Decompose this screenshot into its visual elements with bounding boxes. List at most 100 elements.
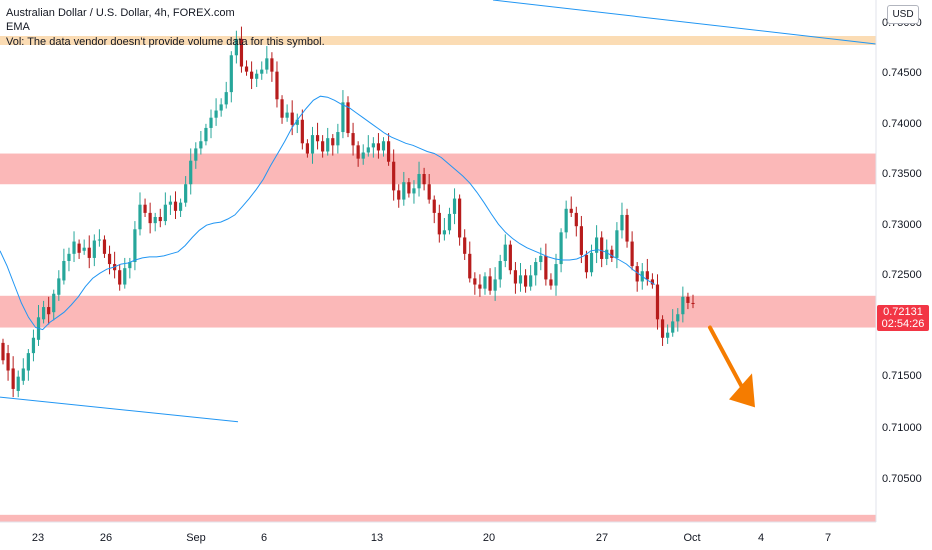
candle-body bbox=[107, 253, 112, 265]
candle-body bbox=[21, 368, 25, 381]
candle-body bbox=[686, 296, 690, 303]
candle-body bbox=[518, 275, 523, 284]
candle-body bbox=[386, 141, 391, 162]
candle-body bbox=[184, 184, 188, 203]
candle-body bbox=[341, 102, 345, 133]
candle-body bbox=[52, 293, 56, 313]
candle-body bbox=[371, 143, 375, 148]
price-tick: 0.70500 bbox=[882, 473, 922, 485]
trend-arrow-head bbox=[729, 373, 755, 408]
ema-legend[interactable]: EMA bbox=[6, 21, 30, 33]
candle-body bbox=[412, 188, 416, 194]
candle-body bbox=[102, 239, 107, 254]
trend-arrow-shaft bbox=[708, 325, 745, 391]
price-tick: 0.71000 bbox=[882, 422, 922, 434]
candle-body bbox=[204, 127, 208, 142]
candle-body bbox=[163, 204, 167, 222]
candle-body bbox=[321, 141, 325, 152]
price-tick: 0.71500 bbox=[882, 370, 922, 382]
candle-body bbox=[437, 212, 441, 235]
candle-body bbox=[666, 332, 670, 338]
candle-body bbox=[280, 99, 284, 118]
candle-body bbox=[128, 262, 132, 269]
candle-body bbox=[331, 138, 335, 146]
candle-body bbox=[468, 253, 472, 279]
candle-body bbox=[57, 278, 61, 295]
volume-note-highlight bbox=[0, 36, 876, 45]
candle-body bbox=[1, 342, 5, 361]
time-tick: 4 bbox=[758, 532, 764, 544]
ema-line bbox=[0, 95, 656, 331]
candle-body bbox=[681, 296, 685, 315]
candle-body bbox=[671, 321, 675, 333]
candle-body bbox=[199, 141, 203, 149]
candle-body bbox=[351, 133, 355, 146]
candle-body bbox=[67, 253, 71, 261]
candle-body bbox=[153, 216, 157, 224]
candle-body bbox=[529, 275, 533, 287]
candle-body bbox=[554, 264, 558, 286]
support-resistance-zone bbox=[0, 295, 876, 328]
candle-body bbox=[239, 38, 244, 67]
candle-body bbox=[214, 110, 218, 118]
candle-body bbox=[265, 58, 269, 70]
candle-body bbox=[417, 174, 421, 189]
trendline bbox=[492, 0, 877, 45]
candle-body bbox=[534, 262, 538, 276]
candle-body bbox=[285, 112, 289, 118]
support-resistance-zone bbox=[0, 153, 876, 185]
candle-body bbox=[336, 132, 340, 146]
time-tick: 20 bbox=[483, 532, 495, 544]
candle-body bbox=[630, 241, 634, 267]
candle-body bbox=[549, 279, 553, 286]
candle-body bbox=[290, 112, 294, 125]
candle-body bbox=[346, 102, 350, 134]
candle-body bbox=[11, 368, 15, 389]
candle-body bbox=[295, 119, 299, 125]
candle-body bbox=[72, 241, 76, 254]
candle-body bbox=[407, 182, 411, 194]
candle-body bbox=[392, 161, 396, 191]
candle-body bbox=[559, 232, 563, 265]
currency-badge[interactable]: USD bbox=[887, 5, 919, 24]
plot-area[interactable] bbox=[0, 0, 876, 522]
candle-body bbox=[275, 71, 279, 100]
candle-body bbox=[62, 261, 66, 281]
last-price-value: 0.72131 bbox=[883, 306, 923, 318]
candle-body bbox=[118, 270, 122, 285]
time-tick: 26 bbox=[100, 532, 112, 544]
candle-body bbox=[224, 92, 228, 105]
bar-countdown: 02:54:26 bbox=[881, 318, 925, 330]
candle-body bbox=[452, 198, 457, 214]
candle-body bbox=[26, 353, 30, 371]
candle-body bbox=[635, 266, 639, 282]
candle-body bbox=[189, 160, 193, 185]
last-price-tag: 0.72131 02:54:26 bbox=[877, 305, 929, 331]
candle-body bbox=[250, 71, 254, 79]
candle-body bbox=[615, 230, 619, 258]
price-tick: 0.73500 bbox=[882, 168, 922, 180]
candle-body bbox=[97, 239, 101, 241]
candle-body bbox=[493, 279, 497, 291]
candle-body bbox=[310, 135, 315, 154]
candle-body bbox=[600, 237, 604, 259]
candle-body bbox=[397, 190, 401, 200]
chart-title: Australian Dollar / U.S. Dollar, 4h, FOR… bbox=[6, 7, 235, 19]
candle-body bbox=[209, 117, 213, 128]
candle-body bbox=[579, 226, 583, 255]
candle-body bbox=[544, 255, 548, 280]
candle-body bbox=[255, 73, 259, 79]
candle-body bbox=[503, 244, 507, 261]
candle-body bbox=[138, 204, 142, 230]
candle-body bbox=[595, 237, 599, 253]
candle-body bbox=[16, 376, 20, 391]
candle-body bbox=[620, 214, 624, 231]
candle-body bbox=[270, 58, 274, 72]
candle-body bbox=[305, 143, 310, 154]
time-axis[interactable]: 23 26 Sep 6 13 20 27 Oct 4 7 bbox=[32, 532, 831, 544]
candle-body bbox=[158, 216, 162, 222]
price-tick: 0.74000 bbox=[882, 118, 922, 130]
volume-note: Vol: The data vendor doesn't provide vol… bbox=[6, 36, 325, 48]
price-axis[interactable]: 0.75000 0.74500 0.74000 0.73500 0.73000 … bbox=[882, 17, 922, 485]
